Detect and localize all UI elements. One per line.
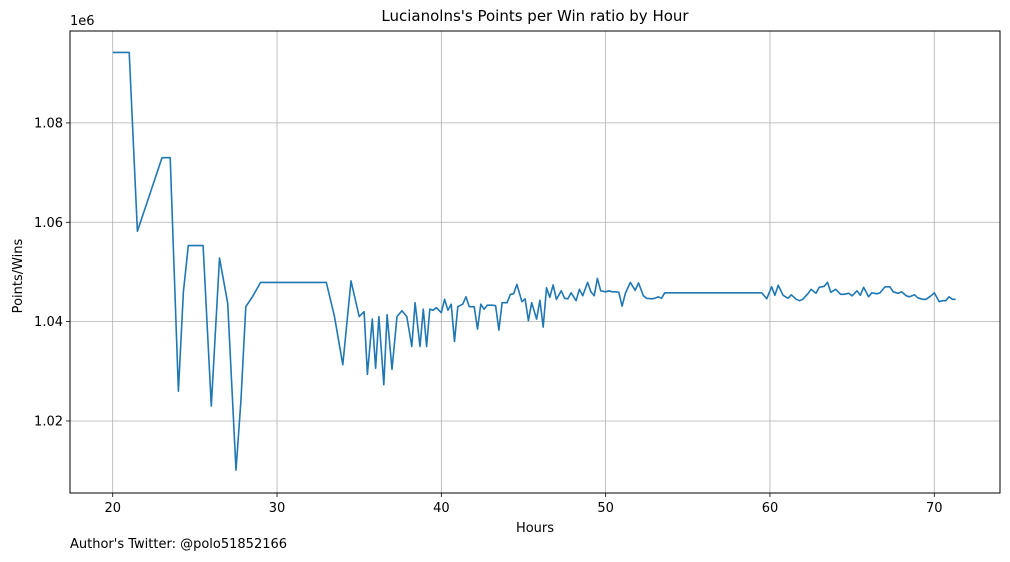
y-tick-label: 1.08 (34, 116, 63, 131)
author-credit: Author's Twitter: @polo51852166 (70, 537, 288, 552)
x-tick-label: 20 (104, 501, 121, 516)
x-tick-label: 50 (597, 501, 614, 516)
y-tick-label: 1.02 (34, 414, 63, 429)
axes-frame (69, 30, 1001, 494)
y-tick-label: 1.04 (34, 315, 63, 330)
x-tick-label: 40 (433, 501, 450, 516)
y-axis-label: Points/Wins (11, 238, 26, 313)
y-axis: 1.02 1.04 1.06 1.08 (34, 116, 70, 429)
x-axis: 20 30 40 50 60 70 (104, 493, 943, 516)
x-tick-label: 60 (762, 501, 779, 516)
x-axis-label: Hours (516, 521, 554, 536)
y-tick-label: 1.06 (34, 216, 63, 231)
grid-lines (70, 31, 1000, 493)
x-tick-label: 30 (269, 501, 286, 516)
chart-title: Lucianolns's Points per Win ratio by Hou… (381, 7, 689, 25)
plot-area (112, 51, 956, 471)
series-line (112, 51, 956, 471)
x-tick-label: 70 (926, 501, 943, 516)
y-axis-offset-label: 1e6 (70, 14, 95, 29)
